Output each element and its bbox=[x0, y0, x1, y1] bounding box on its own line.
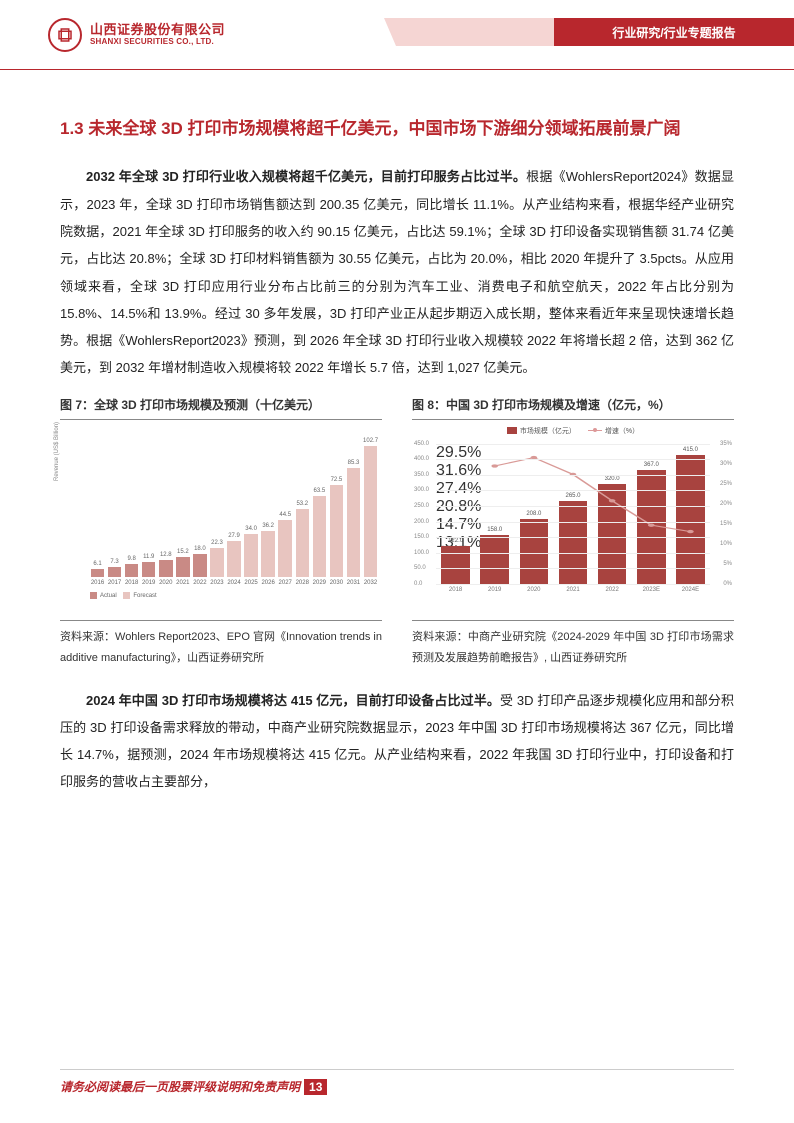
page-number: 13 bbox=[304, 1079, 327, 1095]
chart-7-bar: 44.52027 bbox=[278, 434, 293, 586]
chart-7-bar: 18.02022 bbox=[192, 434, 207, 586]
report-category: 行业研究/行业专题报告 bbox=[554, 18, 794, 46]
chart-7-bar: 34.02025 bbox=[244, 434, 259, 586]
chart-7-ylabel: Revenue (US$ Billion) bbox=[54, 422, 60, 481]
chart-8-bar: 367.0 bbox=[633, 462, 669, 584]
chart-7-bar: 12.82020 bbox=[158, 434, 173, 586]
chart-7-bar: 72.52030 bbox=[329, 434, 344, 586]
chart-7-bar: 11.92019 bbox=[141, 434, 156, 586]
disclaimer-text: 请务必阅读最后一页股票评级说明和免责声明 bbox=[60, 1078, 300, 1095]
paragraph-2: 2024 年中国 3D 打印市场规模将达 415 亿元，目前打印设备占比过半。受… bbox=[60, 687, 734, 796]
chart-7-bar: 7.32017 bbox=[107, 434, 122, 586]
chart-8-bar: 415.0 bbox=[673, 447, 709, 584]
page-content: 1.3 未来全球 3D 打印市场规模将超千亿美元，中国市场下游细分领域拓展前景广… bbox=[0, 70, 794, 796]
chart-7-bar: 36.22026 bbox=[261, 434, 276, 586]
chart-7-source: 资料来源：Wohlers Report2023、EPO 官网《Innovatio… bbox=[60, 620, 382, 669]
chart-7-title: 图 7：全球 3D 打印市场规模及预测（十亿美元） bbox=[60, 396, 382, 420]
chart-7-bar: 6.12016 bbox=[90, 434, 105, 586]
paragraph-1: 2032 年全球 3D 打印行业收入规模将超千亿美元，目前打印服务占比过半。根据… bbox=[60, 163, 734, 381]
chart-8-bar: 158.0 bbox=[477, 527, 513, 584]
chart-7-bar: 53.22028 bbox=[295, 434, 310, 586]
chart-8-bar: 122.0 bbox=[438, 538, 474, 584]
chart-7-legend: Actual Forecast bbox=[60, 592, 382, 599]
company-name-cn: 山西证券股份有限公司 bbox=[90, 23, 225, 37]
chart-7: Revenue (US$ Billion) 6.120167.320179.82… bbox=[60, 426, 382, 616]
charts-row: 图 7：全球 3D 打印市场规模及预测（十亿美元） Revenue (US$ B… bbox=[60, 396, 734, 669]
page-footer: 请务必阅读最后一页股票评级说明和免责声明 13 bbox=[60, 1069, 734, 1095]
chart-8-source: 资料来源：中商产业研究院《2024-2029 年中国 3D 打印市场需求预测及发… bbox=[412, 620, 734, 669]
chart-7-column: 图 7：全球 3D 打印市场规模及预测（十亿美元） Revenue (US$ B… bbox=[60, 396, 382, 669]
page-header: 山西证券股份有限公司 SHANXI SECURITIES CO., LTD. 行… bbox=[0, 0, 794, 70]
logo-icon bbox=[48, 18, 82, 52]
company-logo: 山西证券股份有限公司 SHANXI SECURITIES CO., LTD. bbox=[48, 18, 225, 52]
chart-8-column: 图 8：中国 3D 打印市场规模及增速（亿元，%） 市场规模（亿元） 增速（%）… bbox=[412, 396, 734, 669]
chart-7-bar: 15.22021 bbox=[175, 434, 190, 586]
company-name-en: SHANXI SECURITIES CO., LTD. bbox=[90, 38, 225, 47]
chart-7-bar: 63.52029 bbox=[312, 434, 327, 586]
header-ribbon: 行业研究/行业专题报告 bbox=[384, 18, 794, 46]
chart-8-legend: 市场规模（亿元） 增速（%） bbox=[412, 426, 734, 436]
chart-8-title: 图 8：中国 3D 打印市场规模及增速（亿元，%） bbox=[412, 396, 734, 420]
chart-7-bar: 85.32031 bbox=[346, 434, 361, 586]
section-title: 1.3 未来全球 3D 打印市场规模将超千亿美元，中国市场下游细分领域拓展前景广… bbox=[60, 110, 734, 147]
chart-7-bar: 22.32023 bbox=[209, 434, 224, 586]
chart-8: 市场规模（亿元） 增速（%） 122.0158.0208.0265.0320.0… bbox=[412, 426, 734, 616]
chart-7-bar: 102.72032 bbox=[363, 434, 378, 586]
para2-lead: 2024 年中国 3D 打印市场规模将达 415 亿元，目前打印设备占比过半。 bbox=[86, 693, 500, 708]
para1-body: 根据《WohlersReport2024》数据显示，2023 年，全球 3D 打… bbox=[60, 169, 734, 375]
chart-7-bar: 27.92024 bbox=[227, 434, 242, 586]
chart-7-bar: 9.82018 bbox=[124, 434, 139, 586]
para1-lead: 2032 年全球 3D 打印行业收入规模将超千亿美元，目前打印服务占比过半。 bbox=[86, 169, 526, 184]
